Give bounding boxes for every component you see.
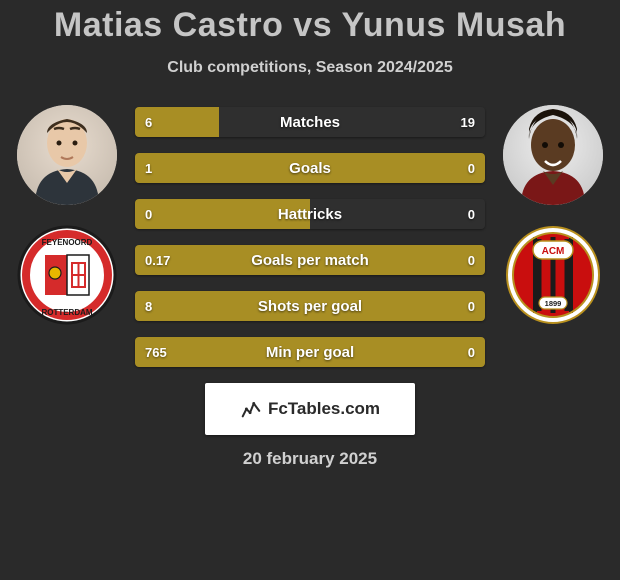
stat-value-right: 0 [468,345,475,360]
svg-text:ROTTERDAM: ROTTERDAM [41,308,92,317]
right-side: ACM 1899 [503,105,603,325]
left-player-avatar [17,105,117,205]
stat-label: Hattricks [135,206,485,223]
stat-value-right: 0 [468,253,475,268]
stat-label: Min per goal [135,344,485,361]
comparison-content: FEYENOORD ROTTERDAM 6Matches191Goals00Ha… [0,105,620,367]
stat-value-left: 0 [145,207,152,222]
stat-bar: 1Goals0 [135,153,485,183]
subtitle: Club competitions, Season 2024/2025 [0,59,620,77]
left-side: FEYENOORD ROTTERDAM [17,105,117,325]
stat-value-left: 8 [145,299,152,314]
stat-value-left: 1 [145,161,152,176]
stat-label: Shots per goal [135,298,485,315]
right-club-badge: ACM 1899 [503,225,603,325]
stat-value-left: 6 [145,115,152,130]
date: 20 february 2025 [0,449,620,469]
watermark-text: FcTables.com [268,399,380,419]
stat-bar: 6Matches19 [135,107,485,137]
stat-bar: 0.17Goals per match0 [135,245,485,275]
stat-value-left: 0.17 [145,253,170,268]
chart-icon [240,398,262,420]
stat-bar: 0Hattricks0 [135,199,485,229]
left-club-badge: FEYENOORD ROTTERDAM [17,225,117,325]
stat-bar: 765Min per goal0 [135,337,485,367]
svg-text:1899: 1899 [545,299,562,308]
stat-value-right: 0 [468,161,475,176]
watermark: FcTables.com [205,383,415,435]
stat-bar: 8Shots per goal0 [135,291,485,321]
stat-value-right: 19 [461,115,475,130]
svg-text:FEYENOORD: FEYENOORD [42,238,93,247]
stat-label: Matches [135,114,485,131]
svg-text:ACM: ACM [542,246,565,257]
right-player-avatar [503,105,603,205]
stat-label: Goals [135,160,485,177]
stat-value-right: 0 [468,299,475,314]
stat-bars: 6Matches191Goals00Hattricks00.17Goals pe… [135,107,485,367]
stat-value-right: 0 [468,207,475,222]
stat-label: Goals per match [135,252,485,269]
stat-value-left: 765 [145,345,167,360]
page-title: Matias Castro vs Yunus Musah [0,0,620,45]
